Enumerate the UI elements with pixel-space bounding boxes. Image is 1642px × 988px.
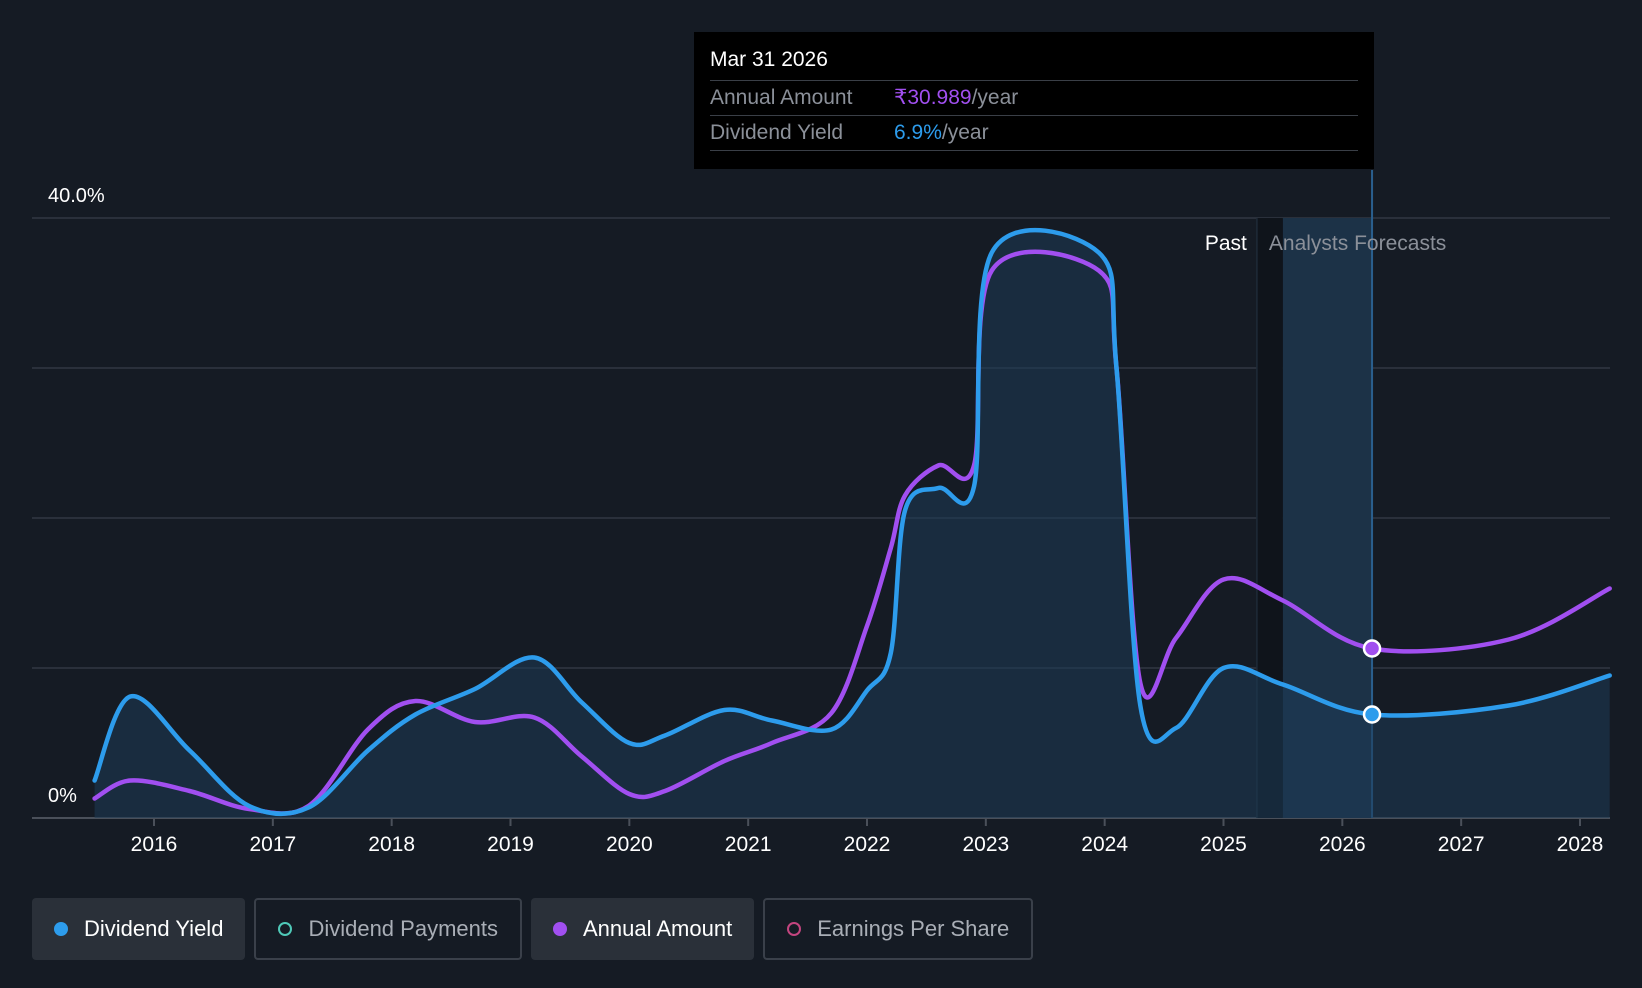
tooltip-unit: /year xyxy=(941,121,989,144)
x-tick-label: 2027 xyxy=(1438,833,1485,856)
x-tick-labels: 2016 2017 2018 2019 2020 2021 2022 2023 2024 2025… xyxy=(131,818,1604,856)
x-tick-label: 2028 xyxy=(1557,833,1604,856)
tooltip-date: Mar 31 2026 xyxy=(710,46,1358,81)
tooltip-unit: /year xyxy=(971,86,1019,109)
tooltip-row-annual-amount: Annual Amount ₹30.989 /year xyxy=(710,81,1358,116)
y-tick-labels: 40.0% 0% xyxy=(48,185,105,807)
legend-dot-icon xyxy=(787,922,802,936)
x-tick-label: 2026 xyxy=(1319,833,1366,856)
x-tick-label: 2024 xyxy=(1081,833,1128,856)
tooltip-value: 6.9% xyxy=(894,121,942,144)
legend-label: Dividend Payments xyxy=(308,916,498,941)
x-tick-label: 2019 xyxy=(487,833,534,856)
tooltip-value: ₹30.989 xyxy=(894,86,972,109)
x-tick-label: 2020 xyxy=(606,833,653,856)
x-tick-label: 2021 xyxy=(725,833,772,856)
past-label: Past xyxy=(1205,232,1247,255)
dividend-yield-area xyxy=(94,230,1610,818)
area-fills xyxy=(94,230,1610,818)
legend-dot-icon xyxy=(278,922,293,936)
x-tick-label: 2018 xyxy=(368,833,415,856)
tooltip: Mar 31 2026 Annual Amount ₹30.989 /year … xyxy=(694,32,1374,169)
legend-label: Earnings Per Share xyxy=(817,916,1010,941)
legend-item-dividend-payments[interactable]: Dividend Payments xyxy=(254,898,522,960)
highlight-markers xyxy=(1362,639,1382,724)
y-tick-label-top: 40.0% xyxy=(48,185,105,207)
region-labels: Past Analysts Forecasts xyxy=(1205,232,1446,255)
series-lines xyxy=(92,227,1612,817)
x-tick-label: 2016 xyxy=(131,833,178,856)
annual-amount-marker xyxy=(1362,639,1382,658)
dividend-yield-line xyxy=(92,227,1612,817)
legend-dot-icon xyxy=(552,922,567,936)
annual-amount-line xyxy=(92,249,1612,816)
y-tick-label-bottom: 0% xyxy=(48,785,77,807)
legend-dot-icon xyxy=(54,922,68,936)
x-tick-label: 2022 xyxy=(844,833,891,856)
x-tick-label: 2025 xyxy=(1200,833,1247,856)
legend-label: Dividend Yield xyxy=(84,916,224,941)
legend-item-annual-amount[interactable]: Annual Amount xyxy=(530,898,755,960)
legend-label: Annual Amount xyxy=(582,916,733,941)
legend: Dividend Yield Dividend Payments Annual … xyxy=(32,898,1034,960)
analysts-forecasts-label: Analysts Forecasts xyxy=(1269,232,1446,255)
tooltip-label: Annual Amount xyxy=(710,86,853,109)
x-tick-label: 2017 xyxy=(249,833,296,856)
dividend-yield-marker xyxy=(1362,705,1382,724)
tooltip-row-dividend-yield: Dividend Yield 6.9% /year xyxy=(710,116,1358,151)
legend-item-dividend-yield[interactable]: Dividend Yield xyxy=(32,898,246,960)
legend-item-earnings-per-share[interactable]: Earnings Per Share xyxy=(763,898,1034,960)
tooltip-label: Dividend Yield xyxy=(710,121,844,144)
x-tick-label: 2023 xyxy=(962,833,1009,856)
